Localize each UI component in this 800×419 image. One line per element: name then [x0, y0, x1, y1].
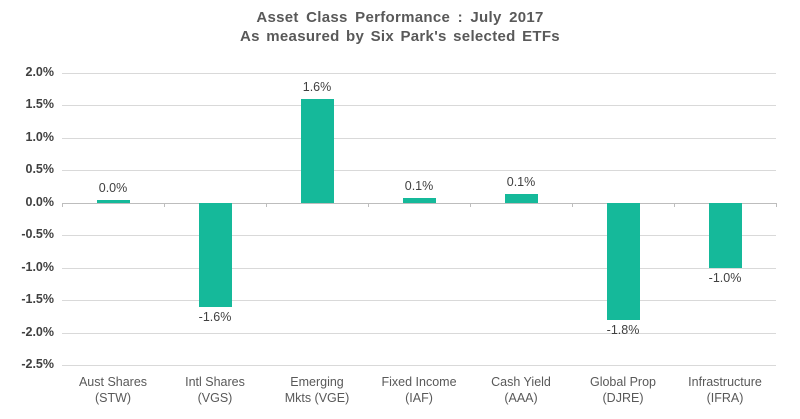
gridline	[62, 105, 776, 107]
y-axis-tick-label: 1.5%	[25, 97, 55, 112]
gridline	[62, 267, 776, 269]
chart-subtitle: As measured by Six Park's selected ETFs	[240, 28, 560, 45]
y-axis-tick-label: -2.5%	[21, 357, 54, 371]
bar-global-prop-djre-	[607, 202, 640, 320]
y-axis-tick-label: 0.0%	[25, 194, 55, 209]
x-axis-category-label: Cash Yield (AAA)	[491, 375, 551, 405]
y-axis-tick-label: -0.5%	[21, 227, 54, 242]
y-axis-tick-label: 1.0%	[25, 129, 55, 144]
data-label: 0.1%	[506, 175, 536, 190]
data-label: 0.1%	[404, 178, 434, 193]
x-axis-category-label: Global Prop (DJRE)	[589, 375, 656, 405]
data-label: -1.0%	[708, 270, 742, 285]
x-axis-tick	[470, 202, 471, 207]
chart-title: Asset Class Performance : July 2017	[256, 9, 544, 26]
x-axis-tick	[572, 202, 573, 207]
gridline	[62, 137, 776, 139]
y-axis-tick-label: -1.0%	[21, 259, 54, 274]
gridline	[62, 332, 776, 334]
data-label: -1.6%	[198, 309, 232, 324]
data-label: 0.0%	[98, 180, 128, 195]
bar-fixed-income-iaf-	[403, 197, 436, 203]
gridline	[62, 365, 776, 366]
x-axis-category-label: Fixed Income (IAF)	[381, 375, 457, 405]
bar-emerging-mkts-vge-	[301, 98, 334, 203]
gridline	[62, 73, 776, 74]
x-axis-category-label: Emerging Mkts (VGE)	[284, 375, 350, 405]
bar-intl-shares-vgs-	[199, 202, 232, 307]
x-axis-tick	[368, 202, 369, 207]
bar-cash-yield-aaa-	[505, 194, 538, 203]
plot-area	[62, 73, 777, 366]
x-axis-tick	[164, 202, 165, 207]
x-axis-tick	[266, 202, 267, 207]
y-axis-tick-label: -1.5%	[21, 292, 54, 307]
y-axis-tick-label: 0.5%	[25, 162, 55, 177]
y-axis-tick-label: 2.0%	[25, 65, 55, 79]
x-axis-category-label: Intl Shares (VGS)	[185, 375, 245, 405]
gridline	[62, 235, 776, 237]
bar-aust-shares-stw-	[97, 199, 130, 203]
x-axis-category-label: Aust Shares (STW)	[78, 375, 148, 405]
gridline	[62, 300, 776, 302]
bar-infrastructure-ifra-	[709, 202, 742, 268]
y-axis-tick-label: -2.0%	[21, 324, 54, 339]
gridline	[62, 170, 776, 172]
x-axis-line	[62, 202, 776, 204]
x-axis-tick	[62, 202, 63, 207]
x-axis-tick	[776, 202, 777, 207]
data-label: -1.8%	[606, 322, 640, 337]
x-axis-tick	[674, 202, 675, 207]
data-label: 1.6%	[302, 79, 332, 94]
x-axis-category-label: Infrastructure (IFRA)	[688, 375, 762, 405]
